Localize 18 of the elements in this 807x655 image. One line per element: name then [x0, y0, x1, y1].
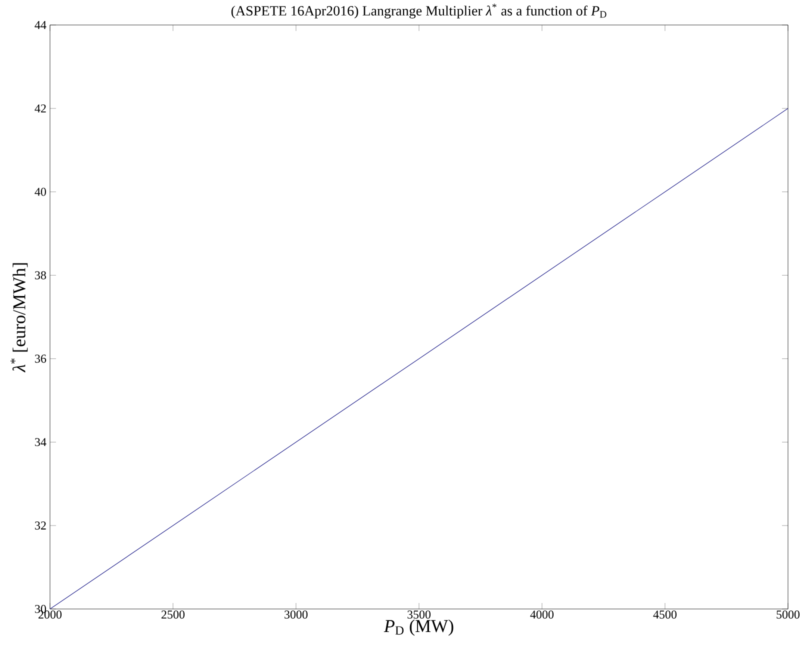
y-tick-label: 34	[35, 438, 46, 446]
x-tick-label: 2000	[38, 610, 62, 619]
x-tick-label: 3500	[408, 610, 431, 619]
y-tick-label: 40	[34, 188, 46, 196]
x-tick-label: 4500	[653, 610, 677, 619]
x-axis-title: P$_{D}$ (MW)	[384, 619, 454, 636]
y-tick-label: 32	[35, 522, 46, 530]
y-tick-label: 42	[34, 104, 46, 112]
y-tick-label: 30	[35, 604, 46, 614]
x-tick-label: 3000	[284, 610, 308, 619]
x-tick-label: 2500	[162, 610, 185, 619]
y-axis-title: λ$^{*}$ [euro/MWh]	[10, 263, 28, 372]
x-tick-label: 4000	[530, 610, 554, 619]
x-tick-label: 5000	[776, 610, 800, 619]
y-tick-label: 44	[34, 21, 46, 29]
chart-title: (ASPETE 16Apr2016) Langrange Multiplier λ$^{*}$ as a function of P$_{D}$	[231, 4, 606, 18]
y-tick-label: 38	[35, 271, 46, 280]
y-tick-label: 36	[35, 354, 46, 363]
